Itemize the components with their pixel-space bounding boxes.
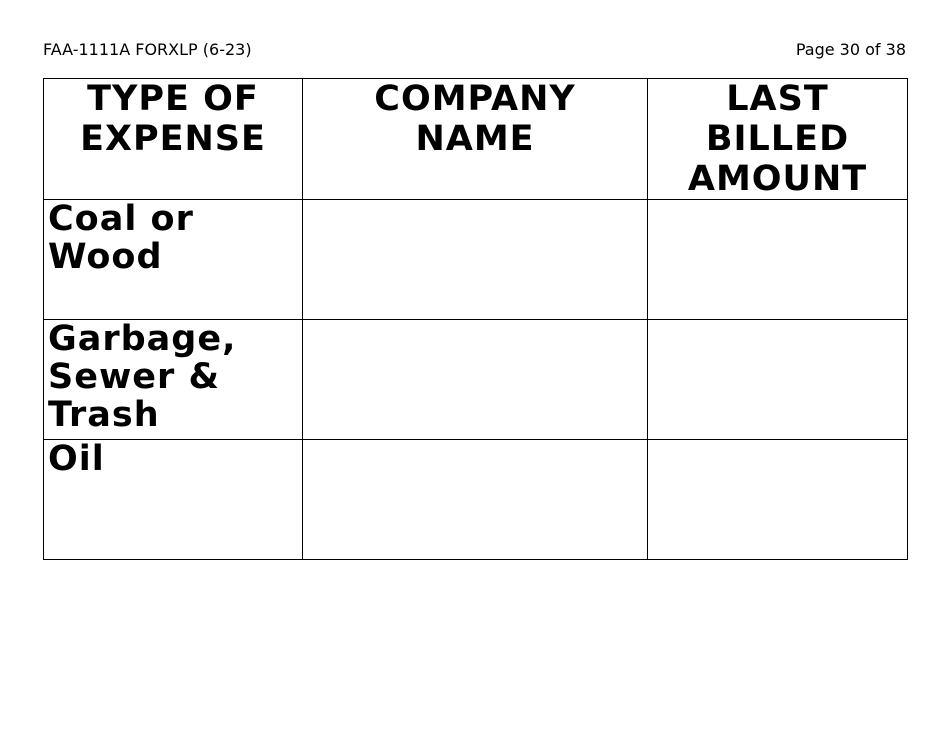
expense-type-cell: Garbage, Sewer & Trash [43, 319, 303, 440]
company-name-cell[interactable] [302, 439, 648, 560]
column-header-amount: LAST BILLED AMOUNT [647, 78, 908, 200]
amount-cell[interactable] [647, 439, 908, 560]
column-header-company: COMPANY NAME [302, 78, 648, 200]
page-number: Page 30 of 38 [795, 40, 906, 59]
expense-type-cell: Coal or Wood [43, 199, 303, 320]
expense-type-cell: Oil [43, 439, 303, 560]
company-name-cell[interactable] [302, 319, 648, 440]
amount-cell[interactable] [647, 319, 908, 440]
amount-cell[interactable] [647, 199, 908, 320]
table-header-row: TYPE OF EXPENSE COMPANY NAME LAST BILLED… [43, 78, 908, 200]
table-row: Coal or Wood [43, 199, 908, 320]
column-header-type: TYPE OF EXPENSE [43, 78, 303, 200]
form-id: FAA-1111A FORXLP (6-23) [43, 40, 252, 59]
company-name-cell[interactable] [302, 199, 648, 320]
table-row: Garbage, Sewer & Trash [43, 319, 908, 440]
table-row: Oil [43, 439, 908, 560]
expense-table: TYPE OF EXPENSE COMPANY NAME LAST BILLED… [43, 78, 908, 560]
